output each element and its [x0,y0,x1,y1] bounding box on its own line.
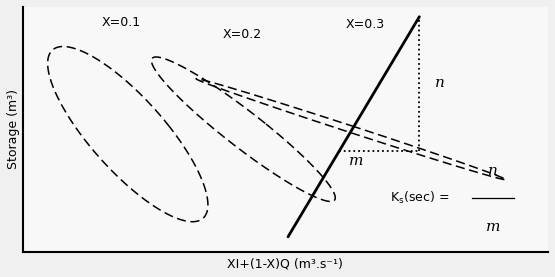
X-axis label: XI+(1-X)Q (m³.s⁻¹): XI+(1-X)Q (m³.s⁻¹) [228,257,344,270]
Text: m: m [349,154,364,168]
Text: X=0.1: X=0.1 [102,16,140,29]
Text: m: m [486,220,500,234]
Text: K$_{\mathregular{s}}$(sec) =: K$_{\mathregular{s}}$(sec) = [391,190,451,206]
Text: n: n [488,164,498,178]
Y-axis label: Storage (m³): Storage (m³) [7,89,20,169]
Text: n: n [435,76,445,90]
Text: X=0.3: X=0.3 [346,18,385,31]
Text: X=0.2: X=0.2 [223,28,261,41]
